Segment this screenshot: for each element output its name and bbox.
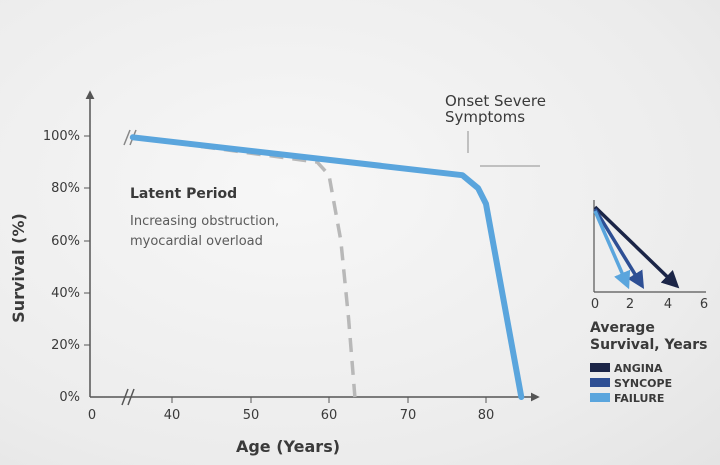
y-tick-label: 100% bbox=[43, 129, 80, 144]
legend-swatch-angina bbox=[590, 363, 610, 372]
x-axis-title: Age (Years) bbox=[236, 437, 340, 456]
legend-label-angina: ANGINA bbox=[614, 362, 663, 375]
legend-label-syncope: SYNCOPE bbox=[614, 377, 672, 390]
x-tick-label: 80 bbox=[478, 408, 495, 423]
inset-x-tick-label: 4 bbox=[664, 297, 672, 312]
y-tick-label: 40% bbox=[51, 286, 80, 301]
inset-x-tick-label: 6 bbox=[700, 297, 708, 312]
latent-period-text: Increasing obstruction, bbox=[130, 214, 279, 229]
y-tick-label: 0% bbox=[59, 390, 80, 405]
x-ticks: 0 40 50 60 70 80 bbox=[88, 397, 494, 423]
inset-arrow-syncope bbox=[593, 208, 645, 289]
inset-arrow-angina bbox=[593, 205, 680, 289]
y-axis-title: Survival (%) bbox=[9, 213, 28, 323]
x-axis-break bbox=[121, 388, 135, 406]
onset-label: Onset Severe bbox=[445, 92, 546, 110]
x-tick-label: 0 bbox=[88, 408, 96, 423]
inset-title: Survival, Years bbox=[590, 337, 707, 353]
latent-period-title: Latent Period bbox=[130, 186, 237, 202]
legend-label-failure: FAILURE bbox=[614, 392, 664, 405]
y-tick-label: 60% bbox=[51, 234, 80, 249]
x-tick-label: 70 bbox=[400, 408, 417, 423]
latent-period-text: myocardial overload bbox=[130, 234, 263, 249]
x-tick-label: 60 bbox=[321, 408, 338, 423]
y-ticks: 0% 20% 40% 60% 80% 100% bbox=[43, 129, 90, 405]
y-tick-label: 20% bbox=[51, 338, 80, 353]
x-tick-label: 50 bbox=[243, 408, 260, 423]
inset-x-tick-label: 2 bbox=[626, 297, 634, 312]
inset-x-tick-label: 0 bbox=[591, 297, 599, 312]
legend-swatch-failure bbox=[590, 393, 610, 402]
inset-title: Average bbox=[590, 320, 655, 336]
inset-arrow-failure bbox=[593, 210, 631, 290]
legend-swatch-syncope bbox=[590, 378, 610, 387]
onset-label: Symptoms bbox=[445, 108, 525, 126]
dashed-survival-line bbox=[132, 135, 357, 398]
solid-survival-line bbox=[129, 134, 525, 400]
inset-chart: 0 2 4 6 Average Survival, Years ANGINA S… bbox=[590, 200, 708, 405]
x-tick-label: 40 bbox=[164, 408, 181, 423]
y-tick-label: 80% bbox=[51, 181, 80, 196]
